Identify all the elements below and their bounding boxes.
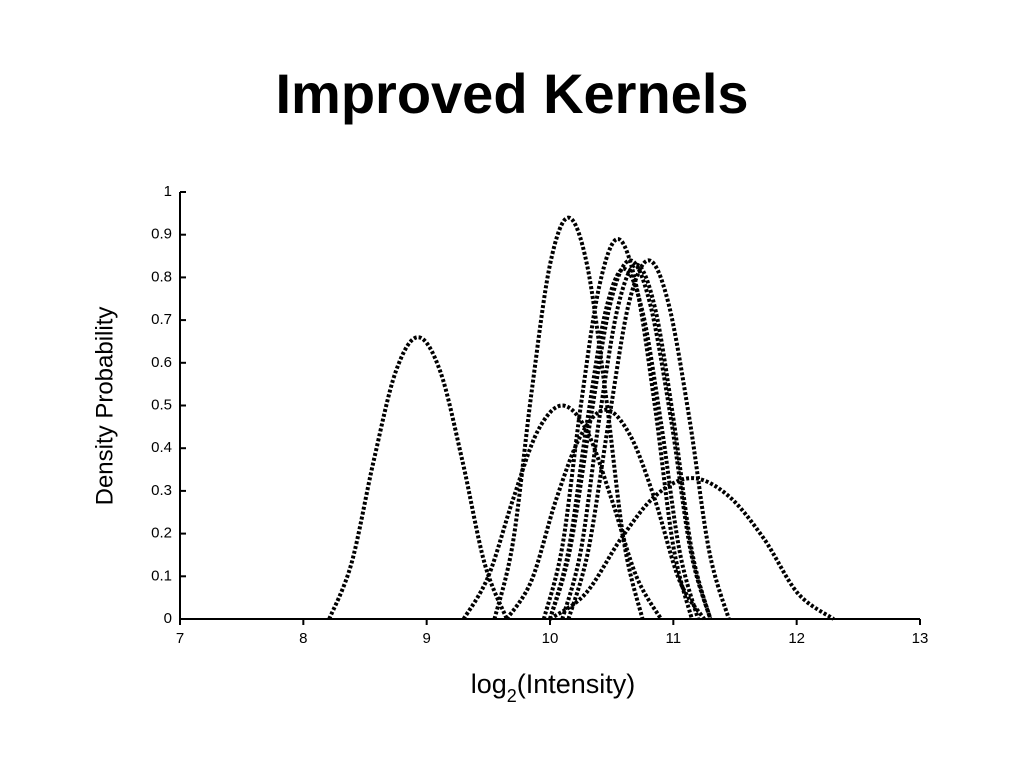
y-tick-label: 0.3 (151, 482, 172, 499)
y-tick-label: 0.2 (151, 525, 172, 542)
x-tick-label: 11 (666, 630, 682, 647)
x-label-base: log (471, 669, 507, 699)
kernel-curve (327, 335, 509, 620)
slide-title: Improved Kernels (275, 62, 748, 125)
x-tick-label: 8 (299, 630, 307, 647)
kernel-curve (505, 407, 706, 621)
x-axis-label: log2(Intensity) (471, 669, 636, 706)
y-tick-label: 0.6 (151, 354, 172, 371)
kernel-curve (566, 258, 731, 620)
y-axis-label: Density Probability (91, 307, 118, 506)
y-tick-label: 1 (164, 183, 172, 200)
kernel-curve (492, 215, 645, 620)
x-tick-label: 7 (176, 630, 184, 647)
kernel-curve (548, 476, 835, 621)
x-label-rest: (Intensity) (517, 669, 636, 699)
kernel-curve (560, 262, 713, 620)
x-label-subscript: 2 (507, 686, 517, 706)
y-tick-label: 0.7 (151, 311, 172, 328)
x-tick-label: 9 (422, 630, 430, 647)
x-tick-label: 10 (542, 630, 559, 647)
kernel-curve (548, 266, 700, 620)
x-tick-label: 12 (788, 630, 805, 647)
y-tick-label: 0.4 (151, 439, 172, 456)
y-tick-label: 0 (164, 610, 172, 627)
y-tick-label: 0.5 (151, 396, 172, 413)
kernel-curve (541, 236, 694, 620)
y-tick-label: 0.8 (151, 268, 172, 285)
y-tick-label: 0.1 (151, 567, 172, 584)
x-tick-label: 13 (912, 630, 929, 647)
kernel-curve (461, 403, 663, 621)
y-tick-label: 0.9 (151, 226, 172, 243)
